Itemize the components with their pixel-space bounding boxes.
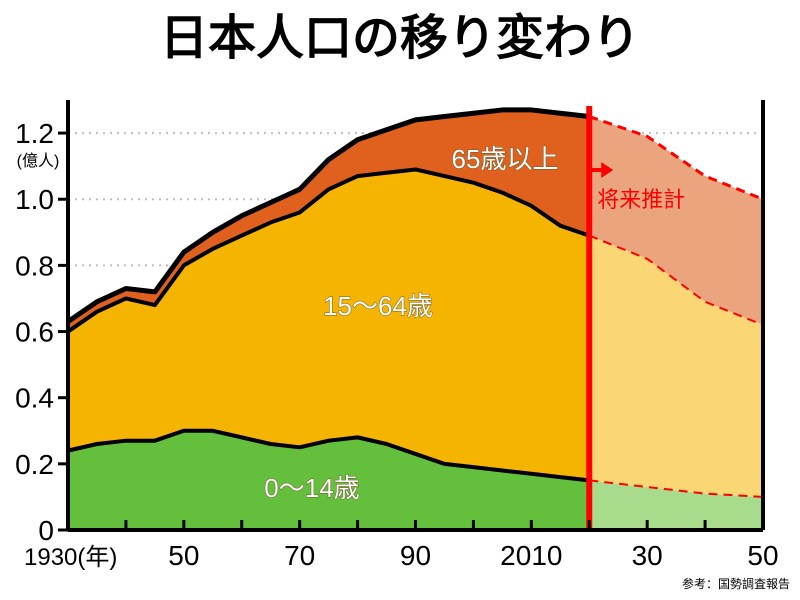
projection-area-1 bbox=[589, 235, 763, 497]
y-tick-label: 0.4 bbox=[15, 383, 54, 414]
projection-line-1 bbox=[588, 234, 764, 326]
series-labels: 0〜14歳 15〜64歳 65歳以上 bbox=[264, 144, 559, 504]
y-tick-label: 1.2 bbox=[15, 118, 54, 149]
projection-arrow-head bbox=[601, 162, 614, 178]
y-tick-label: 1.0 bbox=[15, 184, 54, 215]
projection-line-2 bbox=[588, 115, 764, 201]
y-axis-label: (億人) bbox=[17, 152, 60, 170]
projection-areas: 将来推計 bbox=[586, 106, 764, 530]
area-2 bbox=[68, 109, 590, 332]
boundary-line-1 bbox=[66, 167, 590, 334]
x-tick-label: 50 bbox=[168, 540, 199, 571]
x-tick-label: 2010 bbox=[500, 540, 562, 571]
series-label-0: 0〜14歳 bbox=[264, 473, 359, 503]
series-label-2: 65歳以上 bbox=[452, 144, 559, 174]
x-tick-label: 90 bbox=[400, 540, 431, 571]
projection-area-0 bbox=[589, 480, 763, 530]
chart-title: 日本人口の移り変わり bbox=[160, 10, 640, 66]
x-tick-label: 1930(年) bbox=[24, 544, 117, 571]
series-label-1: 15〜64歳 bbox=[323, 291, 433, 321]
projection-area-2 bbox=[589, 116, 763, 325]
x-tick-label: 30 bbox=[632, 540, 663, 571]
projection-label: 将来推計 bbox=[597, 188, 685, 213]
boundary-line-0 bbox=[67, 428, 590, 483]
y-tick-label: 0 bbox=[38, 515, 54, 546]
axes: 0 0.2 0.4 0.6 0.8 1.0 1.2 1930(年) 50 70 90 2010 30 50 bbox=[15, 100, 779, 571]
y-tick-label: 0.2 bbox=[15, 449, 54, 480]
area-1 bbox=[68, 169, 590, 481]
source-note: 参考：国勢調査報告 bbox=[682, 576, 790, 591]
x-tick-label: 50 bbox=[747, 540, 778, 571]
boundary-line-2 bbox=[66, 107, 590, 324]
y-tick-label: 0.8 bbox=[15, 250, 54, 281]
stacked-areas bbox=[66, 107, 590, 530]
area-0 bbox=[68, 430, 590, 530]
y-tick-label: 0.6 bbox=[15, 317, 54, 348]
x-tick-label: 70 bbox=[284, 540, 315, 571]
